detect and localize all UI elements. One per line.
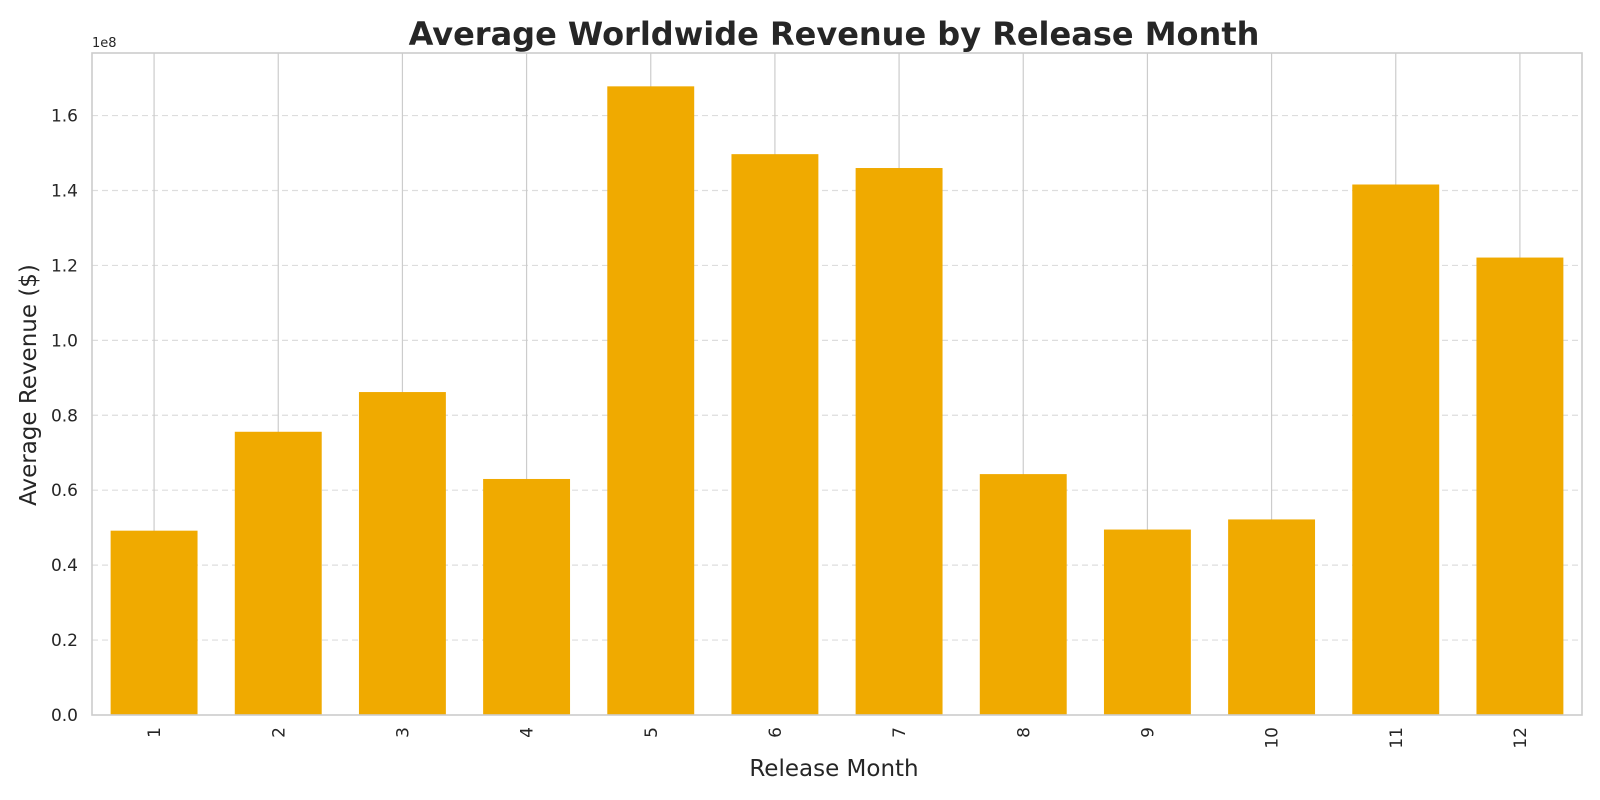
x-tick-label: 5	[642, 727, 662, 738]
bar-month-8	[979, 474, 1067, 715]
y-tick-label: 1.2	[51, 256, 78, 276]
x-tick-label: 9	[1138, 727, 1158, 738]
x-tick-label: 8	[1014, 727, 1034, 738]
x-axis-ticks: 1 2 3 4 5 6 7 8 9 10 11 12	[145, 727, 1531, 749]
y-tick-label: 1.6	[51, 107, 78, 127]
x-tick-label: 6	[766, 727, 786, 738]
y-tick-label: 0.0	[51, 706, 78, 726]
bar-month-5	[607, 86, 695, 716]
y-axis-offset-label: 1e8	[92, 36, 117, 51]
x-tick-label: 2	[269, 727, 289, 738]
chart-title: Average Worldwide Revenue by Release Mon…	[409, 15, 1260, 53]
x-tick-label: 4	[518, 727, 538, 738]
bar-month-10	[1228, 519, 1316, 715]
bar-month-12	[1476, 257, 1564, 715]
y-tick-label: 0.6	[51, 481, 78, 501]
bar-month-11	[1352, 184, 1440, 715]
bar-month-2	[234, 431, 322, 715]
bar-month-1	[110, 530, 198, 715]
bar-month-6	[731, 154, 819, 716]
x-tick-label: 1	[145, 727, 165, 738]
plot-frame	[91, 52, 1583, 716]
bar-month-4	[483, 478, 571, 715]
bars	[110, 86, 1564, 716]
y-tick-label: 0.4	[51, 556, 78, 576]
y-axis-ticks: 0.0 0.2 0.4 0.6 0.8 1.0 1.2 1.4 1.6	[51, 107, 78, 726]
bar-month-7	[855, 168, 943, 715]
bar-month-3	[358, 392, 446, 715]
y-tick-label: 0.8	[51, 406, 78, 426]
bar-month-9	[1103, 529, 1191, 715]
x-tick-label: 12	[1511, 727, 1531, 749]
x-axis-label: Release Month	[749, 756, 918, 782]
x-tick-label: 3	[393, 727, 413, 738]
y-axis-label: Average Revenue ($)	[16, 264, 42, 506]
y-tick-label: 0.2	[51, 631, 78, 651]
axes-frame	[91, 52, 1583, 716]
y-tick-label: 1.0	[51, 331, 78, 351]
y-tick-label: 1.4	[51, 181, 78, 201]
x-tick-label: 7	[890, 727, 910, 738]
x-tick-label: 10	[1263, 727, 1283, 749]
x-tick-label: 11	[1387, 727, 1407, 749]
